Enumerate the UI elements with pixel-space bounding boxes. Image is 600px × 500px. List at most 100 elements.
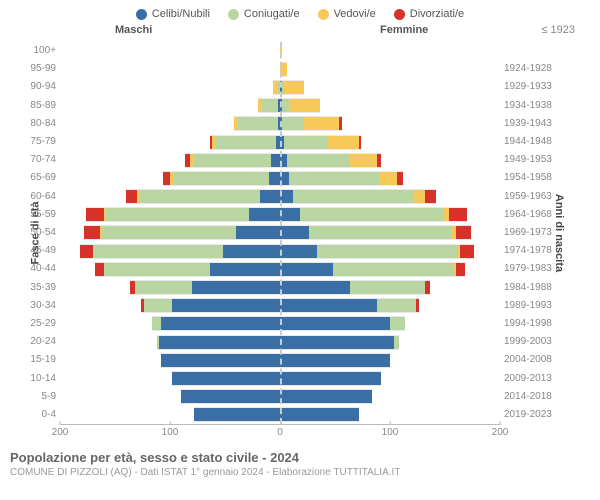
bar-segment	[280, 245, 317, 258]
header-female: Femmine	[380, 24, 428, 36]
legend-item: Celibi/Nubili	[136, 8, 210, 20]
bar-female	[280, 298, 419, 313]
bar-segment	[280, 208, 300, 221]
bar-male	[273, 80, 280, 95]
bar-segment	[339, 117, 341, 130]
x-tick: 200	[492, 427, 509, 438]
bar-male	[181, 389, 280, 404]
year-label: 1969-1973	[504, 227, 570, 238]
year-label: 1974-1978	[504, 245, 570, 256]
age-label: 15-19	[22, 354, 56, 365]
year-label: 1954-1958	[504, 172, 570, 183]
bar-segment	[280, 354, 390, 367]
bar-segment	[192, 281, 280, 294]
legend: Celibi/NubiliConiugati/eVedovi/eDivorzia…	[0, 0, 600, 24]
bar-segment	[194, 154, 271, 167]
year-label: 2014-2018	[504, 391, 570, 402]
bar-male	[234, 116, 280, 131]
legend-swatch	[228, 9, 239, 20]
bar-segment	[282, 99, 289, 112]
bar-female	[280, 389, 372, 404]
bar-segment	[289, 172, 379, 185]
bar-rows: 100+95-991924-192890-941929-193385-89193…	[60, 42, 500, 424]
bar-segment	[397, 172, 404, 185]
bar-segment	[394, 336, 398, 349]
year-label: 1989-1993	[504, 300, 570, 311]
bar-segment	[172, 299, 280, 312]
bar-segment	[443, 208, 450, 221]
legend-swatch	[394, 9, 405, 20]
legend-item: Vedovi/e	[318, 8, 376, 20]
bar-female	[280, 153, 381, 168]
year-label: 2009-2013	[504, 373, 570, 384]
bar-segment	[161, 354, 280, 367]
bar-male	[157, 335, 280, 350]
bar-segment	[280, 299, 377, 312]
bar-segment	[280, 263, 333, 276]
bar-segment	[287, 154, 351, 167]
year-label: 1949-1953	[504, 154, 570, 165]
bar-segment	[317, 245, 458, 258]
year-label: 1929-1933	[504, 81, 570, 92]
bar-male	[141, 298, 280, 313]
x-axis: 2001000100200	[60, 424, 500, 444]
year-label: 1999-2003	[504, 336, 570, 347]
bar-male	[130, 280, 280, 295]
bar-male	[80, 244, 280, 259]
bar-segment	[152, 317, 161, 330]
bar-segment	[236, 226, 280, 239]
bar-segment	[106, 208, 249, 221]
bar-segment	[350, 281, 425, 294]
bar-segment	[390, 317, 405, 330]
bar-segment	[289, 99, 320, 112]
bar-male	[161, 353, 280, 368]
bar-female	[280, 262, 465, 277]
bar-segment	[181, 390, 280, 403]
year-label: 1939-1943	[504, 118, 570, 129]
bar-segment	[172, 372, 280, 385]
bar-segment	[210, 263, 280, 276]
bar-female	[280, 407, 359, 422]
year-label: 1984-1988	[504, 282, 570, 293]
year-label: 1979-1983	[504, 263, 570, 274]
bar-segment	[425, 281, 429, 294]
age-label: 5-9	[22, 391, 56, 402]
bar-female	[280, 189, 436, 204]
bar-female	[280, 207, 467, 222]
bar-female	[280, 225, 471, 240]
legend-label: Vedovi/e	[334, 8, 376, 20]
age-label: 55-59	[22, 209, 56, 220]
bar-segment	[456, 263, 465, 276]
bar-male	[163, 171, 280, 186]
age-label: 85-89	[22, 100, 56, 111]
age-label: 65-69	[22, 172, 56, 183]
bar-segment	[280, 336, 394, 349]
bar-female	[280, 135, 361, 150]
bar-segment	[293, 190, 414, 203]
bar-male	[258, 98, 280, 113]
bar-segment	[269, 172, 280, 185]
age-label: 30-34	[22, 300, 56, 311]
bar-segment	[260, 190, 280, 203]
age-label: 20-24	[22, 336, 56, 347]
age-label: 0-4	[22, 409, 56, 420]
bar-segment	[350, 154, 376, 167]
bar-segment	[449, 208, 467, 221]
bar-segment	[135, 281, 192, 294]
age-label: 100+	[22, 45, 56, 56]
age-label: 25-29	[22, 318, 56, 329]
bar-segment	[194, 408, 280, 421]
bar-segment	[139, 190, 260, 203]
bar-segment	[425, 190, 436, 203]
header-year-first: ≤ 1923	[541, 24, 575, 36]
bar-segment	[280, 372, 381, 385]
legend-item: Coniugati/e	[228, 8, 300, 20]
bar-female	[280, 353, 390, 368]
age-label: 80-84	[22, 118, 56, 129]
x-tick: 100	[382, 427, 399, 438]
bar-segment	[456, 226, 471, 239]
bar-segment	[104, 263, 210, 276]
legend-swatch	[318, 9, 329, 20]
legend-swatch	[136, 9, 147, 20]
bar-segment	[282, 117, 304, 130]
